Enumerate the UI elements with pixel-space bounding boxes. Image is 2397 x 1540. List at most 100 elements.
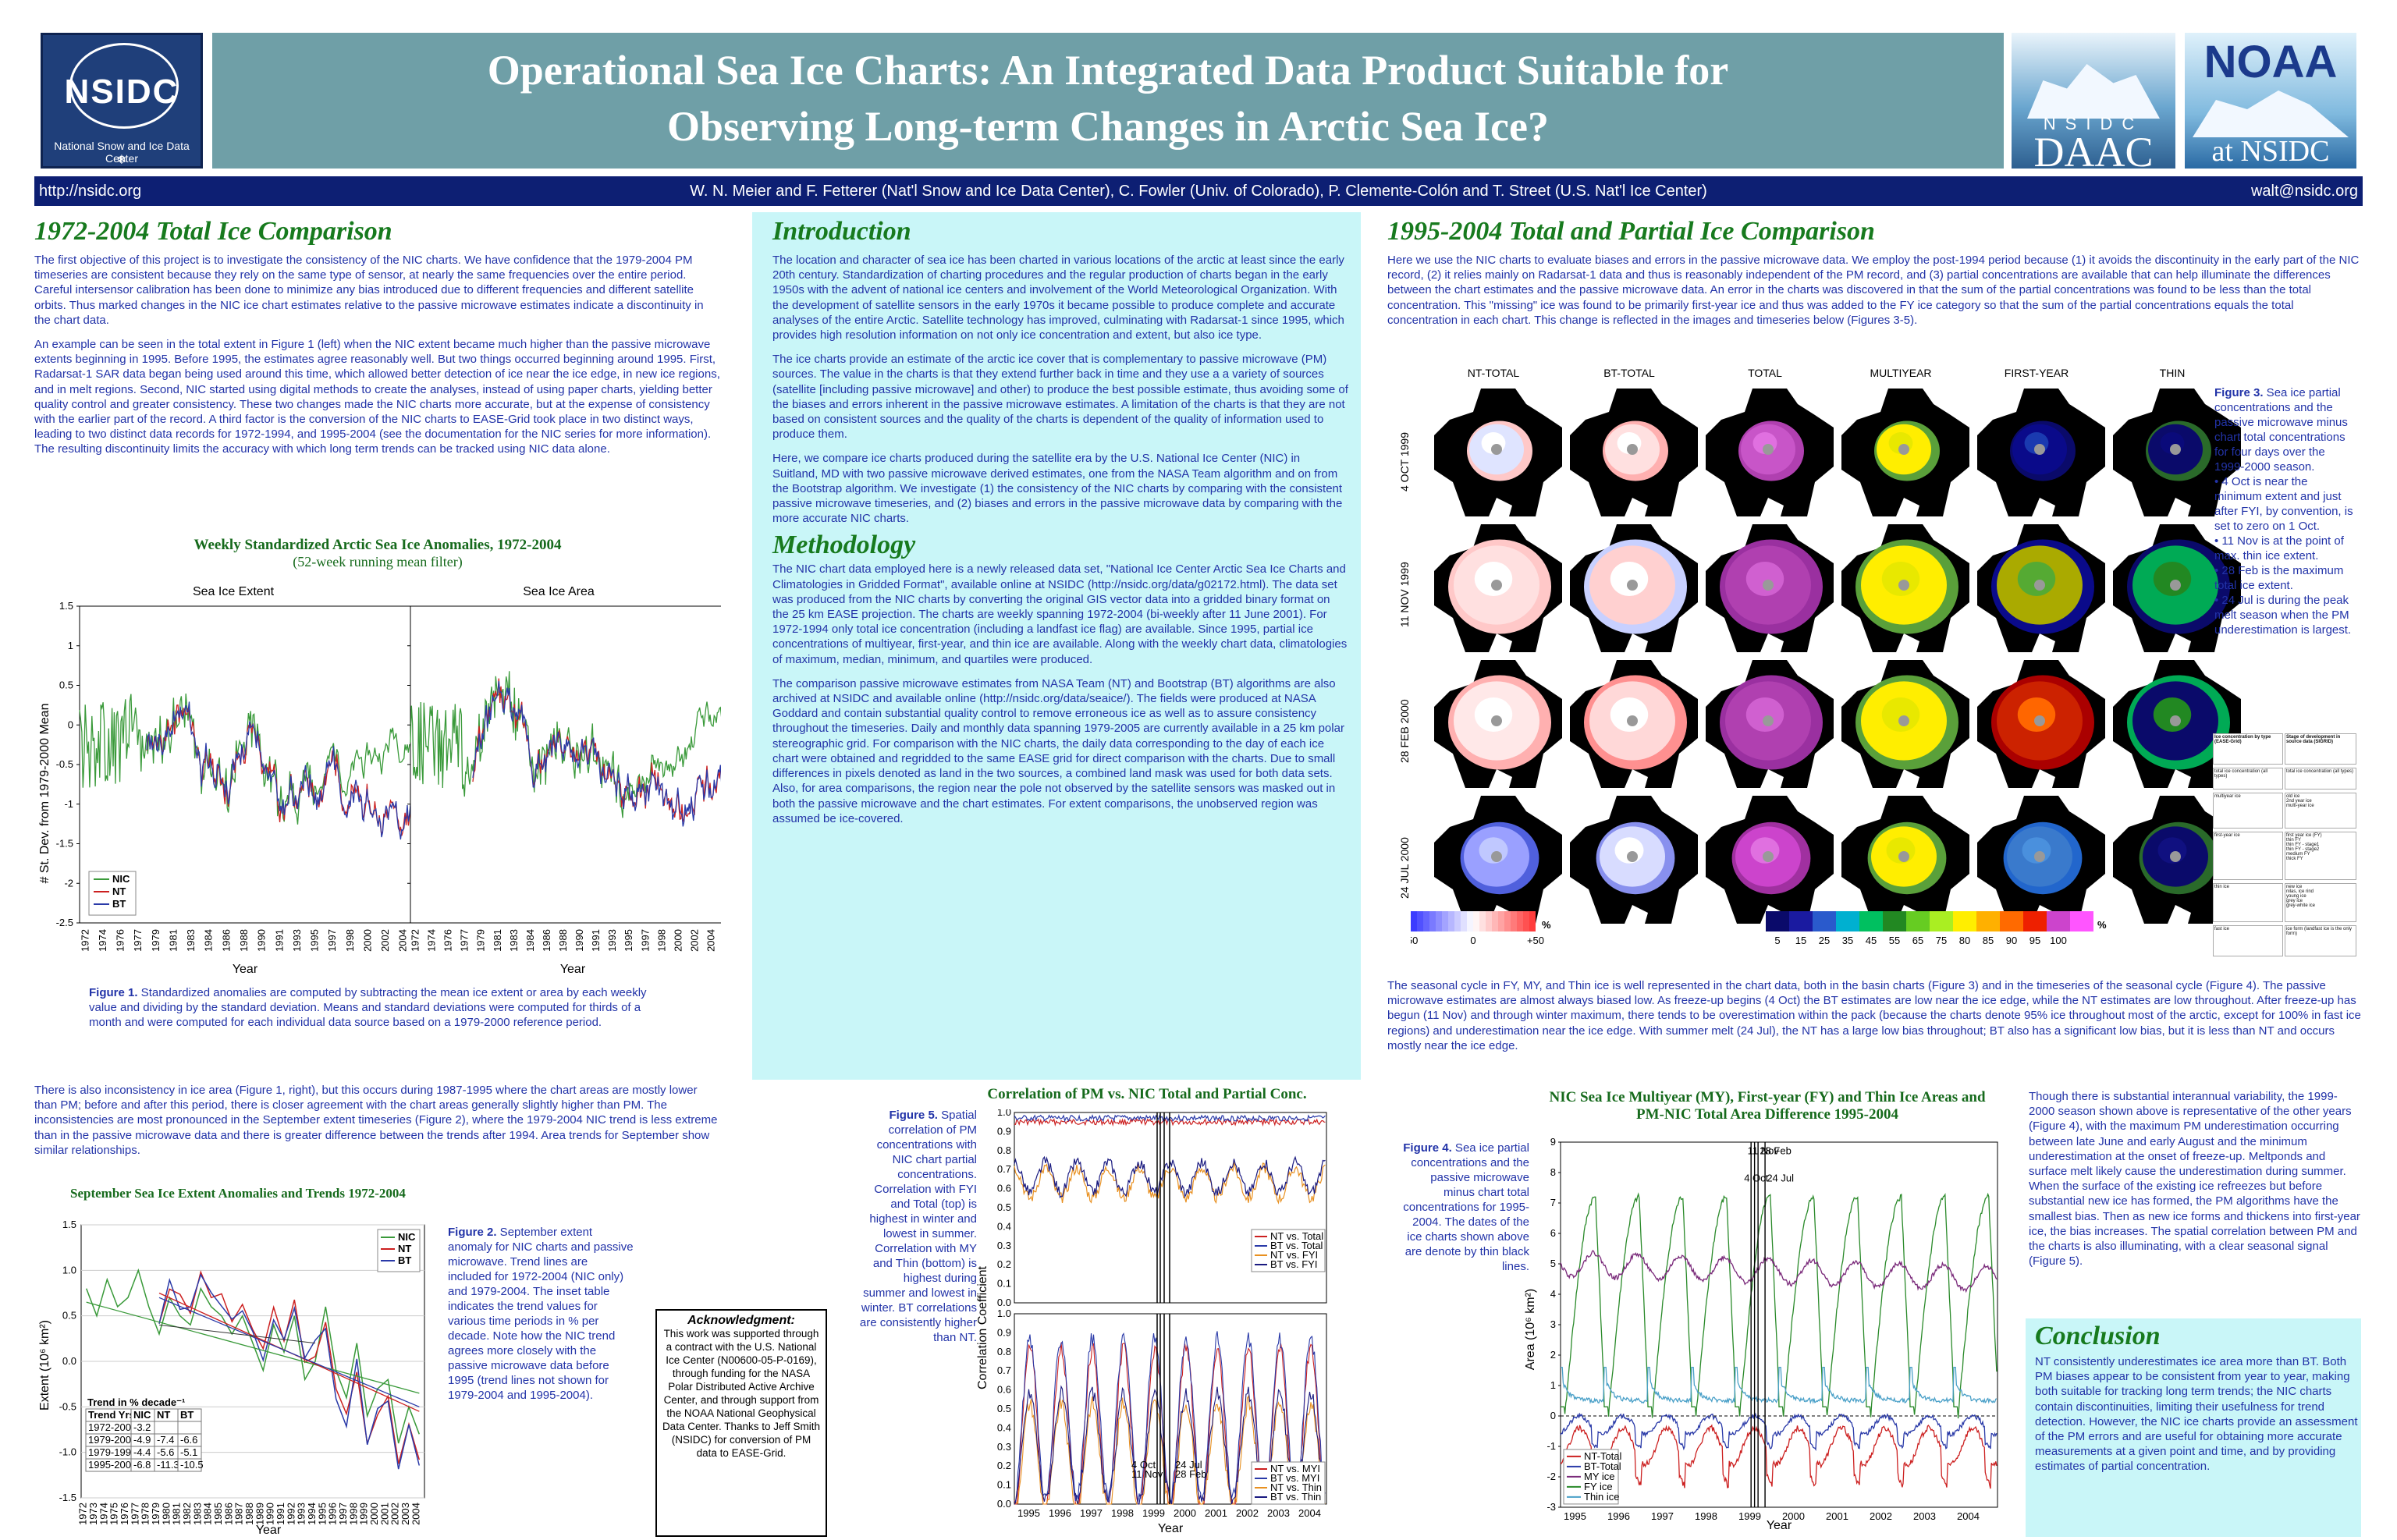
pole-hole (1491, 444, 1502, 455)
scale-tick: 95 (2029, 935, 2040, 946)
tick-label: 0.2 (997, 1460, 1011, 1471)
tick-label: 0.5 (997, 1201, 1011, 1213)
arctic-map (1977, 524, 2105, 652)
tick-label: 1983 (508, 929, 520, 952)
tick-label: 1992 (285, 1503, 297, 1525)
scale-tick: 0 (1470, 935, 1475, 946)
tick-label: 1.0 (997, 1308, 1011, 1319)
table-cell: Stage of development in source data (SIG… (2285, 733, 2356, 765)
land-mask (1977, 660, 2105, 788)
ice-core (1745, 562, 1784, 596)
map-row-label: 28 FEB 2000 (1398, 699, 1411, 763)
table-value: -4.4 (133, 1446, 151, 1458)
caption-bullets: • 4 Oct is near the minimum extent and j… (2214, 474, 2356, 637)
legend-label: NT (112, 885, 126, 897)
tick-label: 3 (1550, 1318, 1556, 1330)
land-mask (1977, 796, 2105, 924)
tick-label: 1995 (316, 1503, 328, 1525)
y-axis-label: Area (10⁶ km²) (1524, 1289, 1537, 1370)
ice-core (2017, 562, 2056, 596)
paragraph: The first objective of this project is t… (34, 254, 704, 327)
nsidc-logo[interactable]: NSIDC National Snow and Ice Data Center … (41, 33, 203, 169)
arctic-map (1434, 389, 1562, 516)
figure-caption: Figure 1. Standardized anomalies are com… (89, 985, 674, 1030)
tick-label: 1977 (129, 1503, 140, 1525)
tick-label: 1991 (273, 929, 285, 952)
arctic-map (1570, 524, 1698, 652)
figure-caption: Figure 2. September extent anomaly for N… (448, 1225, 634, 1403)
pole-hole (1898, 580, 1909, 591)
caption-bullet: • 11 Nov is at the point of max. thin ic… (2214, 534, 2344, 562)
ice-core (2017, 697, 2056, 732)
land-mask (1977, 389, 2105, 516)
scale-tick: 5 (1774, 935, 1780, 946)
section-heading: 1972-2004 Total Ice Comparison (34, 217, 392, 246)
legend-label: BT vs. FYI (1270, 1258, 1317, 1270)
ice-core (1745, 697, 1784, 732)
my-line (1560, 1250, 1998, 1293)
tick-label: 1.5 (62, 1219, 76, 1230)
tick-label: 5 (1550, 1258, 1556, 1269)
map-graphic (1841, 524, 1969, 652)
pole-hole (1491, 715, 1502, 726)
legend-label: BT (398, 1254, 411, 1266)
x-axis-label: Year (1767, 1519, 1792, 1532)
tick-label: 1978 (140, 1503, 151, 1525)
tick-label: 1976 (115, 929, 126, 952)
website-link[interactable]: http://nsidc.org (39, 183, 142, 200)
legend-label: BT-Total (1584, 1460, 1621, 1472)
scale-swatch (1859, 911, 1883, 931)
land-mask (1570, 660, 1698, 788)
legend-label: NT-Total (1584, 1450, 1622, 1462)
tick-label: 0.3 (997, 1441, 1011, 1453)
title-line-1: Operational Sea Ice Charts: An Integrate… (487, 47, 1729, 94)
land-mask (1570, 796, 1698, 924)
pole-hole (1763, 444, 1774, 455)
land-mask (1434, 524, 1562, 652)
figure-caption: Figure 5. Spatial correlation of PM conc… (858, 1108, 977, 1345)
tick-label: 1981 (492, 929, 503, 952)
tick-label: 1998 (344, 929, 356, 952)
pole-hole (1627, 715, 1638, 726)
pole-hole (1763, 851, 1774, 862)
tick-label: 1988 (238, 929, 250, 952)
tick-label: 1974 (97, 929, 108, 952)
tick-label: 2004 (410, 1503, 421, 1525)
tick-label: 1991 (275, 1503, 286, 1525)
pole-hole (1898, 851, 1909, 862)
tick-label: -1 (64, 798, 73, 810)
email-link[interactable]: walt@nsidc.org (2250, 183, 2358, 200)
table-header: NT (157, 1409, 170, 1421)
tick-label: 0.6 (997, 1183, 1011, 1194)
paragraph: The location and character of sea ice ha… (772, 254, 1344, 342)
tick-label: 1973 (87, 1503, 99, 1525)
author-bar: http://nsidc.org W. N. Meier and F. Fett… (34, 176, 2363, 206)
tick-label: 1976 (119, 1503, 130, 1525)
tick-label: 1987 (233, 1503, 245, 1525)
map-graphic (1570, 524, 1698, 652)
caption-bullet: • 28 Feb is the maximum total ice extent… (2214, 564, 2344, 592)
pole-hole (1627, 580, 1638, 591)
section-heading: Introduction (772, 217, 911, 246)
paragraph: The ice charts provide an estimate of th… (772, 353, 1348, 442)
map-graphic (1977, 796, 2105, 924)
bt-line (1560, 1412, 1998, 1451)
caption-text: Spatial correlation of PM concentrations… (859, 1109, 977, 1344)
daac-logo[interactable]: NSIDC DAAC (2012, 33, 2175, 169)
noaa-logo[interactable]: NOAA at NSIDC (2185, 33, 2356, 169)
paragraph: NT consistently underestimates ice area … (2035, 1355, 2358, 1474)
tick-label: 1990 (265, 1503, 276, 1525)
ice-core (1610, 697, 1649, 732)
section-heading: Methodology (772, 530, 916, 560)
land-mask (1841, 796, 1969, 924)
scale-swatch (1511, 911, 1517, 931)
table-value: -7.4 (157, 1434, 174, 1446)
figure-2: September Sea Ice Extent Anomalies and T… (34, 1186, 721, 1537)
pm-line (158, 1273, 421, 1470)
land-mask (1841, 389, 1969, 516)
tick-label: 1974 (98, 1503, 109, 1525)
area-plot: 1972 1974 1976 1977 1979 1981 1983 1984 1986 1988… (407, 605, 721, 952)
tick-label: 1995 (623, 929, 634, 952)
table-cell: new ice nilas, ice rind young ice grey i… (2285, 883, 2356, 922)
map-row-label: 4 OCT 1999 (1398, 431, 1411, 491)
